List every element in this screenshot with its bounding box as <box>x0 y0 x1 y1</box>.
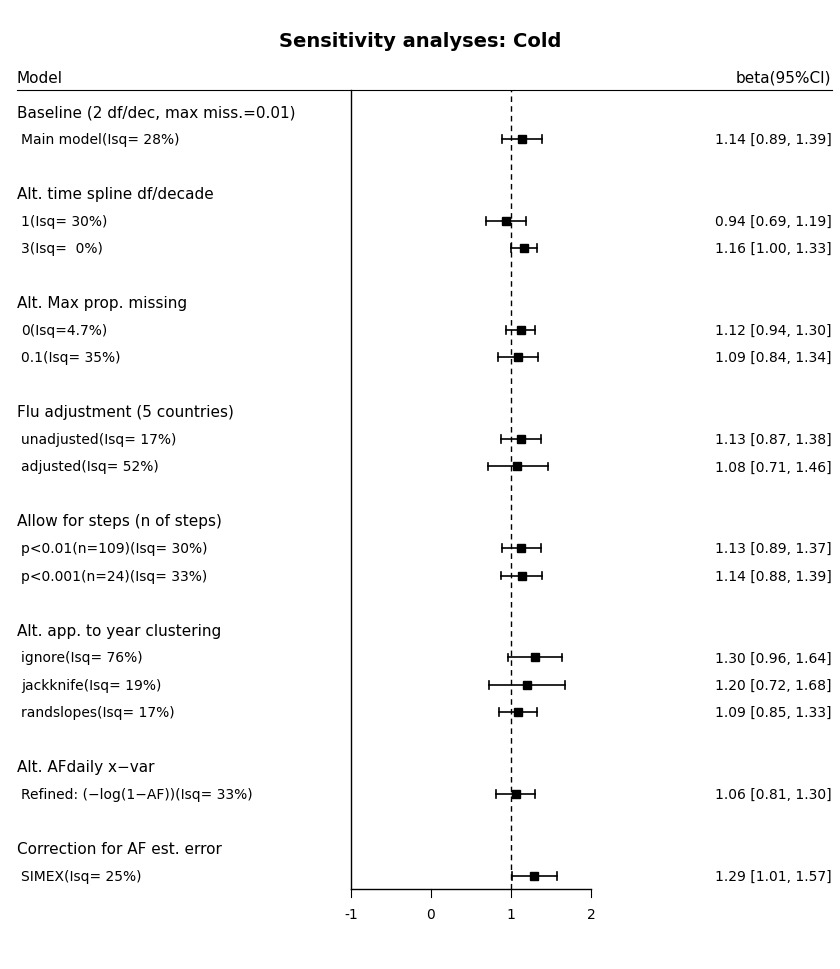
Text: beta(95%CI): beta(95%CI) <box>736 71 832 85</box>
Text: 1.08 [0.71, 1.46]: 1.08 [0.71, 1.46] <box>715 460 832 474</box>
Text: 3(Isq=  0%): 3(Isq= 0%) <box>21 242 102 256</box>
Text: 1(Isq= 30%): 1(Isq= 30%) <box>21 214 108 229</box>
Text: adjusted(Isq= 52%): adjusted(Isq= 52%) <box>21 460 159 474</box>
Text: 1.09 [0.85, 1.33]: 1.09 [0.85, 1.33] <box>715 705 832 719</box>
Text: 1.13 [0.89, 1.37]: 1.13 [0.89, 1.37] <box>715 542 832 555</box>
Text: 1.09 [0.84, 1.34]: 1.09 [0.84, 1.34] <box>715 351 832 365</box>
Text: 0.94 [0.69, 1.19]: 0.94 [0.69, 1.19] <box>715 214 832 229</box>
Text: p<0.001(n=24)(Isq= 33%): p<0.001(n=24)(Isq= 33%) <box>21 569 207 583</box>
Text: 0: 0 <box>427 907 435 921</box>
Text: Alt. app. to year clustering: Alt. app. to year clustering <box>17 623 221 638</box>
Text: 1.14 [0.88, 1.39]: 1.14 [0.88, 1.39] <box>715 569 832 583</box>
Text: Main model(Isq= 28%): Main model(Isq= 28%) <box>21 133 180 146</box>
Text: -1: -1 <box>344 907 358 921</box>
Text: 1.12 [0.94, 1.30]: 1.12 [0.94, 1.30] <box>715 324 832 337</box>
Text: jackknife(Isq= 19%): jackknife(Isq= 19%) <box>21 678 161 692</box>
Text: Correction for AF est. error: Correction for AF est. error <box>17 841 222 857</box>
Text: 1: 1 <box>507 907 516 921</box>
Text: 1.20 [0.72, 1.68]: 1.20 [0.72, 1.68] <box>715 678 832 692</box>
Text: Allow for steps (n of steps): Allow for steps (n of steps) <box>17 514 222 529</box>
Text: p<0.01(n=109)(Isq= 30%): p<0.01(n=109)(Isq= 30%) <box>21 542 207 555</box>
Text: 1.06 [0.81, 1.30]: 1.06 [0.81, 1.30] <box>715 787 832 801</box>
Text: unadjusted(Isq= 17%): unadjusted(Isq= 17%) <box>21 433 176 447</box>
Text: 0(Isq=4.7%): 0(Isq=4.7%) <box>21 324 108 337</box>
Text: 1.29 [1.01, 1.57]: 1.29 [1.01, 1.57] <box>715 869 832 883</box>
Text: 1.30 [0.96, 1.64]: 1.30 [0.96, 1.64] <box>715 651 832 665</box>
Text: 1.16 [1.00, 1.33]: 1.16 [1.00, 1.33] <box>715 242 832 256</box>
Text: 2: 2 <box>587 907 596 921</box>
Text: Refined: (−log(1−AF))(Isq= 33%): Refined: (−log(1−AF))(Isq= 33%) <box>21 787 253 801</box>
Text: randslopes(Isq= 17%): randslopes(Isq= 17%) <box>21 705 175 719</box>
Text: Baseline (2 df/dec, max miss.=0.01): Baseline (2 df/dec, max miss.=0.01) <box>17 105 296 120</box>
Text: Model: Model <box>17 71 63 85</box>
Text: 1.13 [0.87, 1.38]: 1.13 [0.87, 1.38] <box>715 433 832 447</box>
Text: Alt. Max prop. missing: Alt. Max prop. missing <box>17 296 187 311</box>
Text: ignore(Isq= 76%): ignore(Isq= 76%) <box>21 651 143 665</box>
Text: Alt. time spline df/decade: Alt. time spline df/decade <box>17 187 213 202</box>
Text: 0.1(Isq= 35%): 0.1(Isq= 35%) <box>21 351 120 365</box>
Text: 1.14 [0.89, 1.39]: 1.14 [0.89, 1.39] <box>715 133 832 146</box>
Text: Flu adjustment (5 countries): Flu adjustment (5 countries) <box>17 405 234 420</box>
Text: Sensitivity analyses: Cold: Sensitivity analyses: Cold <box>279 32 561 51</box>
Text: SIMEX(Isq= 25%): SIMEX(Isq= 25%) <box>21 869 141 883</box>
Text: Alt. AFdaily x−var: Alt. AFdaily x−var <box>17 760 155 774</box>
